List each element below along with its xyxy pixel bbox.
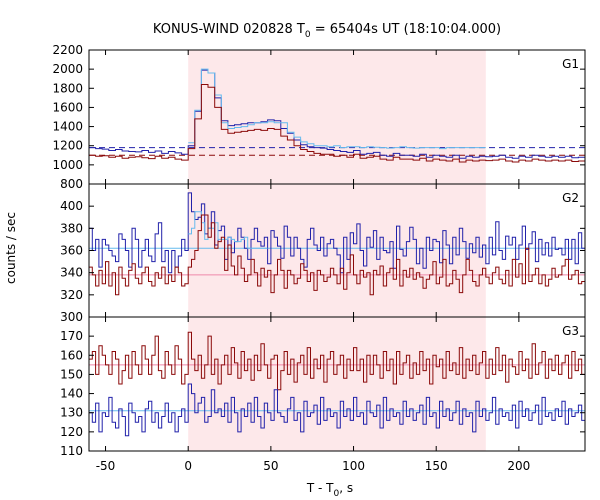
plot-area <box>89 331 585 437</box>
series-line-dark-red <box>89 331 585 391</box>
y-tick-label: 300 <box>60 310 83 324</box>
y-tick-label: 150 <box>60 367 83 381</box>
series-line-navy <box>89 383 585 437</box>
x-tick-label: 100 <box>342 459 365 473</box>
y-tick-label: 360 <box>60 244 83 258</box>
y-tick-label: 400 <box>60 199 83 213</box>
series-line-dark-red <box>89 84 585 163</box>
x-tick-label: 0 <box>184 459 192 473</box>
highlight-interval <box>188 50 486 184</box>
panel-label: G2 <box>562 191 579 205</box>
highlight-interval <box>188 317 486 451</box>
panel-g2: 300 320 340 360 380 400 G2 <box>60 183 586 324</box>
y-axis-label: counts / sec <box>4 212 18 284</box>
y-tick-label: 380 <box>60 221 83 235</box>
panel-frame <box>88 316 586 452</box>
y-tick-label: 1200 <box>52 139 83 153</box>
y-tick-label: 110 <box>60 444 83 458</box>
series-line-navy <box>89 69 585 159</box>
x-tick-label: 50 <box>263 459 278 473</box>
series-line-dark-red <box>89 214 585 296</box>
x-tick-label: 150 <box>425 459 448 473</box>
panel-g1: 800 1000 1200 1400 1600 1800 2000 2200 G1 <box>52 43 586 191</box>
y-tick-label: 320 <box>60 288 83 302</box>
y-tick-label: 800 <box>60 177 83 191</box>
y-tick-label: 2000 <box>52 62 83 76</box>
panels: 8001000120014001600180020002200G13003203… <box>52 43 586 473</box>
series-line-navy <box>89 192 585 274</box>
panel-g3: 110 120 130 140 150 160 170 G3 <box>60 316 586 458</box>
y-tick-label: 130 <box>60 406 83 420</box>
y-tick-label: 1600 <box>52 100 83 114</box>
y-tick-label: 120 <box>60 425 83 439</box>
x-axis-label: T - T0, s <box>306 481 353 499</box>
y-tick-label: 160 <box>60 348 83 362</box>
y-tick-label: 1800 <box>52 81 83 95</box>
y-tick-label: 2200 <box>52 43 83 57</box>
series-line-light-blue <box>188 211 268 249</box>
panel-label: G1 <box>562 57 579 71</box>
y-tick-label: 1400 <box>52 120 83 134</box>
series-line-light-blue <box>188 68 486 150</box>
x-tick-label: 200 <box>507 459 530 473</box>
chart-title: KONUS-WIND 020828 T0 = 65404s UT (18:10:… <box>153 22 501 40</box>
plot-area <box>89 192 585 296</box>
y-tick-label: 140 <box>60 387 83 401</box>
panel-label: G3 <box>562 324 579 338</box>
y-tick-label: 1000 <box>52 158 83 172</box>
y-tick-label: 170 <box>60 329 83 343</box>
x-tick-label: -50 <box>96 459 116 473</box>
y-tick-label: 340 <box>60 266 83 280</box>
plot-area <box>89 68 585 163</box>
